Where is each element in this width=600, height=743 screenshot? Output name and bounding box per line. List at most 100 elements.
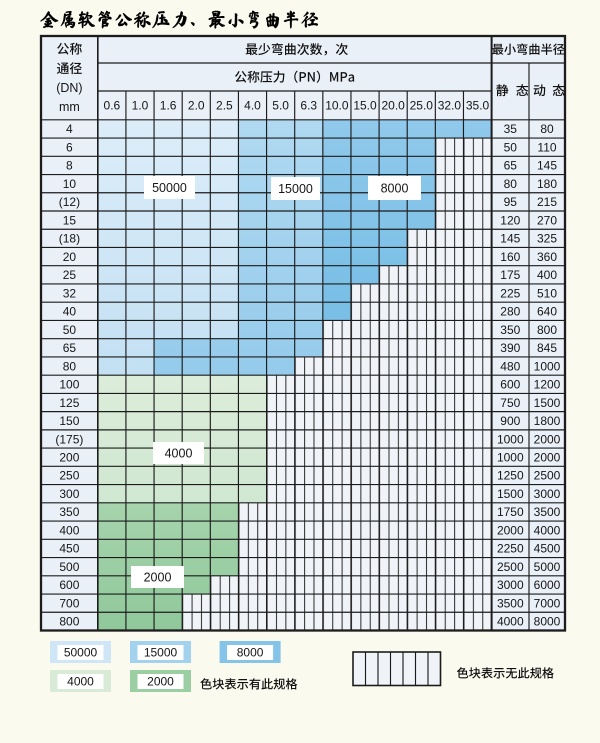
svg-text:1500: 1500 — [534, 396, 561, 410]
svg-text:400: 400 — [59, 523, 79, 537]
svg-text:480: 480 — [500, 359, 520, 373]
svg-text:10: 10 — [63, 177, 77, 191]
svg-text:350: 350 — [59, 505, 79, 519]
svg-text:50: 50 — [63, 323, 77, 337]
svg-text:25: 25 — [63, 268, 77, 282]
svg-text:32.0: 32.0 — [438, 99, 462, 113]
svg-text:1500: 1500 — [497, 487, 524, 501]
svg-text:150: 150 — [59, 414, 79, 428]
svg-text:80: 80 — [540, 122, 554, 136]
svg-text:5000: 5000 — [534, 560, 561, 574]
svg-text:20.0: 20.0 — [381, 99, 405, 113]
svg-text:225: 225 — [500, 286, 520, 300]
svg-text:700: 700 — [59, 596, 79, 610]
svg-text:125: 125 — [59, 396, 79, 410]
svg-text:2500: 2500 — [534, 469, 561, 483]
svg-text:100: 100 — [59, 378, 79, 392]
svg-text:65: 65 — [63, 341, 77, 355]
svg-text:2000: 2000 — [534, 450, 561, 464]
svg-text:40: 40 — [63, 305, 77, 319]
svg-text:160: 160 — [500, 250, 520, 264]
svg-text:750: 750 — [500, 396, 520, 410]
svg-text:360: 360 — [537, 250, 557, 264]
svg-text:8000: 8000 — [534, 615, 561, 629]
svg-text:350: 350 — [500, 323, 520, 337]
svg-text:600: 600 — [59, 578, 79, 592]
svg-text:120: 120 — [500, 213, 520, 227]
svg-text:215: 215 — [537, 195, 557, 209]
svg-text:400: 400 — [537, 268, 557, 282]
svg-text:50: 50 — [504, 140, 518, 154]
svg-text:325: 325 — [537, 232, 557, 246]
svg-text:1000: 1000 — [497, 432, 524, 446]
svg-text:500: 500 — [59, 560, 79, 574]
svg-text:3500: 3500 — [497, 596, 524, 610]
svg-text:2500: 2500 — [497, 560, 524, 574]
svg-text:280: 280 — [500, 305, 520, 319]
svg-text:3000: 3000 — [534, 487, 561, 501]
svg-text:32: 32 — [63, 286, 77, 300]
svg-text:8: 8 — [66, 159, 73, 173]
svg-text:1250: 1250 — [497, 469, 524, 483]
svg-text:1200: 1200 — [534, 378, 561, 392]
svg-text:6000: 6000 — [534, 578, 561, 592]
svg-text:(DN): (DN) — [56, 81, 82, 95]
svg-text:300: 300 — [59, 487, 79, 501]
svg-text:15000: 15000 — [278, 182, 313, 196]
svg-text:4000: 4000 — [67, 675, 94, 689]
svg-text:50000: 50000 — [64, 646, 98, 660]
svg-text:(12): (12) — [59, 195, 80, 209]
svg-text:1800: 1800 — [534, 414, 561, 428]
svg-text:180: 180 — [537, 177, 557, 191]
svg-text:110: 110 — [537, 140, 556, 154]
svg-text:80: 80 — [63, 359, 77, 373]
svg-text:15.0: 15.0 — [353, 99, 377, 113]
svg-text:2000: 2000 — [144, 570, 172, 584]
svg-text:3500: 3500 — [534, 505, 561, 519]
svg-text:1.0: 1.0 — [132, 99, 149, 113]
svg-text:2250: 2250 — [497, 542, 524, 556]
svg-text:145: 145 — [537, 159, 557, 173]
svg-text:4000: 4000 — [165, 446, 193, 460]
svg-text:4500: 4500 — [534, 542, 561, 556]
svg-text:mm: mm — [59, 100, 80, 114]
svg-text:800: 800 — [537, 323, 557, 337]
svg-text:2.0: 2.0 — [188, 99, 205, 113]
svg-text:2000: 2000 — [534, 432, 561, 446]
svg-text:25.0: 25.0 — [410, 99, 434, 113]
svg-text:2000: 2000 — [497, 523, 524, 537]
svg-text:1.6: 1.6 — [160, 99, 177, 113]
svg-text:20: 20 — [63, 250, 77, 264]
svg-text:15000: 15000 — [144, 646, 178, 660]
svg-text:4: 4 — [66, 122, 73, 136]
svg-text:8000: 8000 — [381, 181, 409, 195]
svg-text:3000: 3000 — [497, 578, 524, 592]
svg-text:2.5: 2.5 — [216, 99, 233, 113]
svg-text:6.3: 6.3 — [300, 99, 317, 113]
svg-text:(175): (175) — [55, 432, 83, 446]
svg-text:390: 390 — [500, 341, 520, 355]
svg-text:6: 6 — [66, 140, 73, 154]
svg-text:80: 80 — [504, 177, 518, 191]
svg-text:35.0: 35.0 — [466, 99, 490, 113]
svg-text:4000: 4000 — [534, 523, 561, 537]
svg-text:1000: 1000 — [534, 359, 561, 373]
svg-text:10.0: 10.0 — [325, 99, 349, 113]
svg-text:15: 15 — [63, 213, 77, 227]
svg-text:95: 95 — [504, 195, 518, 209]
svg-text:0.6: 0.6 — [104, 99, 121, 113]
svg-text:35: 35 — [504, 122, 518, 136]
svg-text:845: 845 — [537, 341, 557, 355]
svg-text:900: 900 — [500, 414, 520, 428]
svg-text:145: 145 — [500, 232, 520, 246]
svg-text:7000: 7000 — [534, 596, 561, 610]
svg-text:640: 640 — [537, 305, 557, 319]
svg-text:270: 270 — [537, 213, 557, 227]
svg-text:450: 450 — [59, 542, 79, 556]
svg-text:65: 65 — [504, 159, 518, 173]
svg-text:1000: 1000 — [497, 450, 524, 464]
svg-text:250: 250 — [59, 469, 79, 483]
svg-text:1750: 1750 — [497, 505, 524, 519]
svg-text:4000: 4000 — [497, 615, 524, 629]
svg-text:8000: 8000 — [237, 646, 264, 660]
